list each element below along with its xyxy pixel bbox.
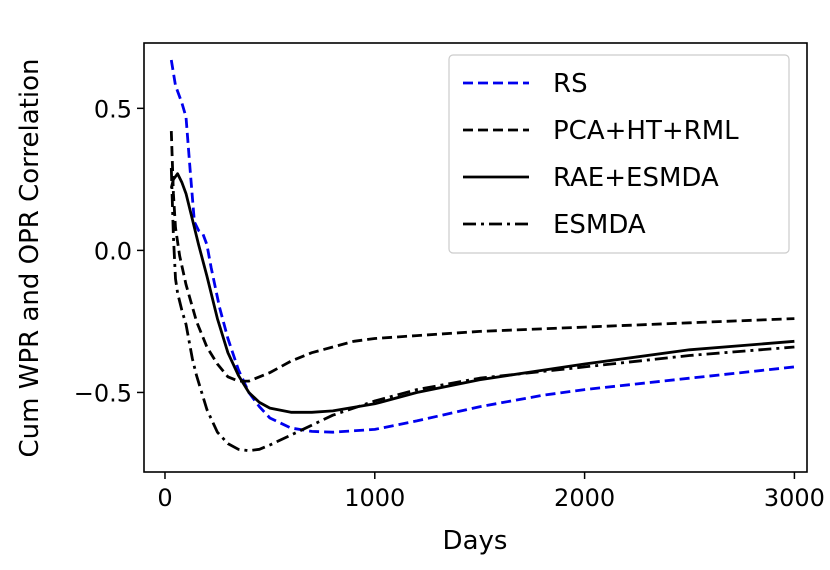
x-tick-label: 1000	[344, 484, 405, 512]
ticks: 0 1000 2000 3000 0.5 0.0 −0.5	[74, 95, 825, 512]
plot-lines	[169, 59, 795, 453]
y-tick-label: −0.5	[74, 379, 132, 407]
x-tick-label: 0	[157, 484, 172, 512]
y-axis-title: Cum WPR and OPR Correlation	[15, 59, 45, 458]
legend-box	[448, 54, 790, 254]
y-tick-label: 0.0	[94, 237, 132, 265]
series-line-1	[169, 131, 795, 383]
x-tick-label: 2000	[554, 484, 615, 512]
legend: RS PCA+HT+RML RAE+ESMDA ESMDA	[448, 54, 790, 254]
legend-label: ESMDA	[553, 210, 646, 240]
x-tick-label: 3000	[764, 484, 825, 512]
series-line-3	[169, 167, 795, 453]
series-line-2	[169, 172, 795, 414]
x-axis-title: Days	[443, 526, 508, 556]
y-tick-label: 0.5	[94, 95, 132, 123]
legend-label: RS	[553, 69, 588, 99]
plot-frame	[143, 42, 808, 473]
legend-label: PCA+HT+RML	[553, 116, 739, 146]
legend-label: RAE+ESMDA	[553, 163, 719, 193]
